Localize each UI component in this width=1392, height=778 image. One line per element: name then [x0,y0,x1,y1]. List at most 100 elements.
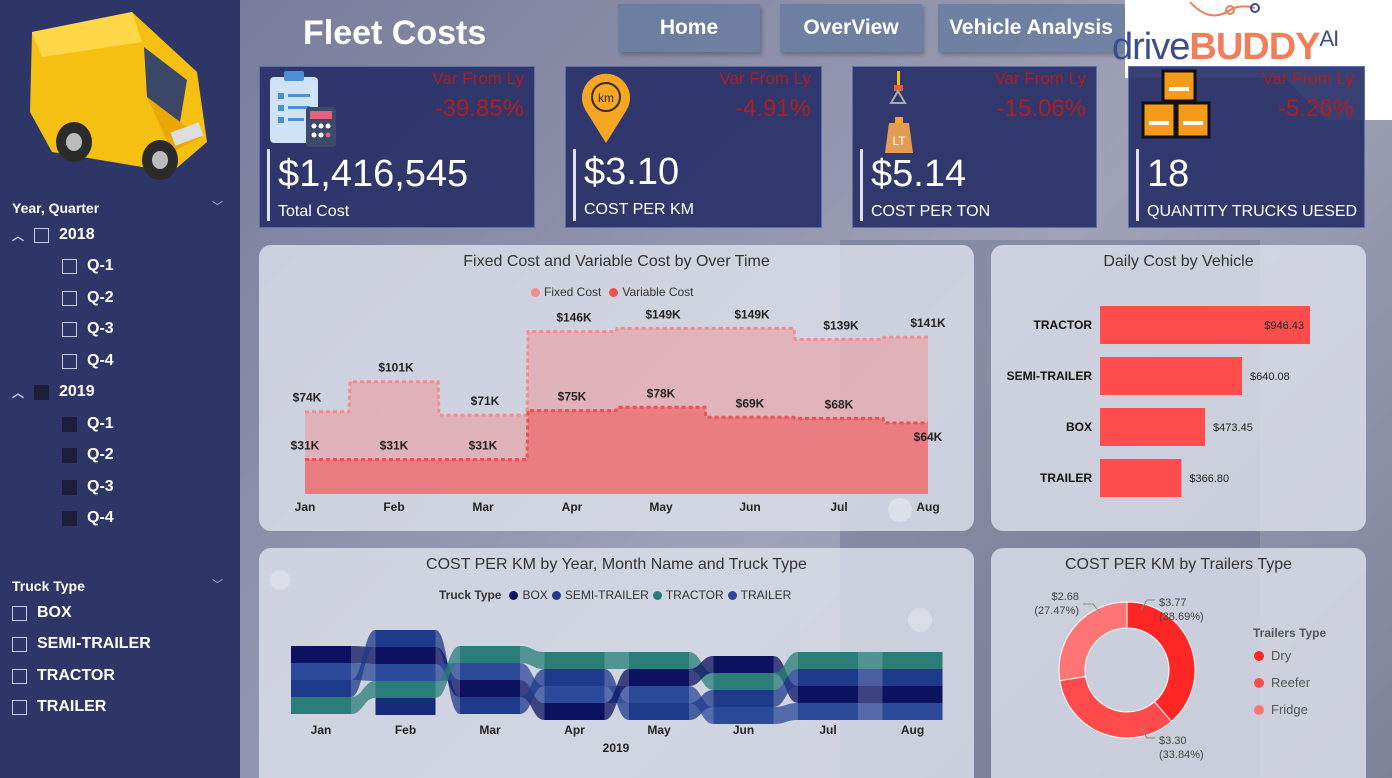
ribbon-segment[interactable] [291,697,351,714]
slicer-2019-q3[interactable]: Q-3 [62,474,114,500]
checkbox[interactable] [62,290,77,306]
ribbon-segment[interactable] [798,652,858,669]
ribbon-segment[interactable] [291,680,351,697]
cost-per-km-trailers-panel[interactable]: COST PER KM by Trailers Type $3.77 (38.69… [991,548,1366,778]
slicer-truck-semi-trailer[interactable]: SEMI-TRAILER [12,631,151,657]
checkbox[interactable] [62,353,77,369]
donut-slice-fridge[interactable] [1058,601,1128,682]
slicer-2018-q3[interactable]: Q-3 [62,316,114,342]
slicer-truck-box[interactable]: BOX [12,600,72,626]
slicer-truck-trailer[interactable]: TRAILER [12,694,106,720]
checkbox[interactable] [62,416,77,432]
checkbox[interactable] [12,636,27,652]
ribbon-segment[interactable] [882,703,943,720]
checkbox[interactable] [62,321,77,337]
var-value: -15.06% [996,95,1086,122]
slicer-truck-tractor[interactable]: TRACTOR [12,663,115,689]
slicer-2019-q1[interactable]: Q-1 [62,411,114,437]
fixed-variable-cost-panel[interactable]: Fixed Cost and Variable Cost by Over Tim… [259,245,974,531]
ribbon-segment[interactable] [544,703,605,720]
kpi-total-cost-card: Var From Ly -39.85% $1,416,545 Total Cos… [259,66,535,228]
legend-dot [652,590,662,600]
ribbon-segment[interactable] [629,686,689,703]
ribbon-segment[interactable] [798,686,858,703]
checkbox[interactable] [62,447,77,463]
checkbox[interactable] [12,699,27,715]
bar[interactable] [1100,306,1310,344]
checkbox[interactable] [62,510,77,526]
ribbon-segment[interactable] [375,698,436,715]
chevron-up-icon[interactable]: ︿ [12,385,25,400]
chevron-down-icon[interactable]: ﹀ [212,578,223,591]
ribbon-segment[interactable] [713,690,774,707]
ribbon-segment[interactable] [544,686,605,703]
ribbon [773,652,798,690]
data-label: $146K [556,311,592,325]
x-tick-label: Apr [564,723,585,737]
var-label: Var From Ly [719,69,811,88]
chevron-down-icon[interactable]: ﹀ [212,200,223,213]
bar[interactable] [1100,459,1182,497]
slicer-2019-q2[interactable]: Q-2 [62,442,114,468]
x-tick-label: May [647,723,671,737]
slicer-2019-q4[interactable]: Q-4 [62,505,114,531]
ribbon-segment[interactable] [882,652,943,669]
ribbon-segment[interactable] [544,652,605,669]
slicer-year-2018[interactable]: ︿ 2018 [12,222,95,248]
slicer-year-2019[interactable]: ︿ 2019 [12,379,95,405]
ribbon-segment[interactable] [460,697,520,714]
ribbon-segment[interactable] [460,680,520,697]
ribbon-segment[interactable] [713,707,774,724]
ribbon-segment[interactable] [291,646,351,663]
truck-type-slicer-title: Truck Type [12,578,85,594]
ribbon-segment[interactable] [882,686,943,703]
checkbox[interactable] [62,258,77,274]
data-label: $31K [291,439,320,453]
nav-overview-button[interactable]: OverView [780,4,922,52]
legend-dot [1254,678,1264,688]
nav-vehicle-analysis-button[interactable]: Vehicle Analysis [938,4,1124,52]
ribbon-segment[interactable] [798,703,858,720]
x-tick-label: Jan [295,500,316,514]
ribbon-segment[interactable] [629,652,689,669]
slicer-2018-q1[interactable]: Q-1 [62,253,114,279]
checkbox[interactable] [12,668,27,684]
ribbon-segment[interactable] [629,669,689,686]
ribbon-segment[interactable] [375,647,436,664]
checkbox-2018[interactable] [34,227,49,243]
ribbon-segment[interactable] [882,669,943,686]
ribbon-segment[interactable] [375,681,436,698]
bar[interactable] [1100,408,1206,446]
legend-label: Dry [1271,648,1292,663]
ribbon-segment[interactable] [544,669,605,686]
ribbon-segment[interactable] [460,663,520,680]
chevron-up-icon[interactable]: ︿ [12,228,25,243]
ribbon-segment[interactable] [291,663,351,680]
cost-per-km-donut-chart: $3.77 (38.69%) $3.30 (33.84%) $2.68 (27.47%) T… [1034,591,1326,761]
donut-slice-reefer[interactable] [1059,675,1173,739]
ribbon-segment[interactable] [375,630,436,647]
ribbon-segment[interactable] [460,646,520,663]
checkbox[interactable] [62,479,77,495]
ribbon-segment[interactable] [798,669,858,686]
ribbon-segment[interactable] [713,656,774,673]
donut-slice-dry[interactable] [1126,601,1196,723]
ribbon-segment[interactable] [375,664,436,681]
slicer-2018-q2[interactable]: Q-2 [62,285,114,311]
data-label: $640.08 [1250,371,1290,383]
data-label: $946.43 [1264,320,1304,332]
slicer-2018-q4[interactable]: Q-4 [62,348,114,374]
kpi-cost-per-km-card: km Var From Ly -4.91% $3.10 COST PER KM [565,66,822,228]
ribbon-segment[interactable] [629,703,689,720]
var-value: -5.26% [1277,95,1354,122]
cost-per-km-truck-panel[interactable]: COST PER KM by Year, Month Name and Truc… [259,548,974,778]
y-tick-label: SEMI-TRAILER [1007,369,1093,383]
nav-home-button[interactable]: Home [618,4,760,52]
bar[interactable] [1100,357,1243,395]
data-label: $141K [910,316,946,330]
checkbox-2019[interactable] [34,384,49,400]
daily-cost-vehicle-panel[interactable]: Daily Cost by Vehicle TRACTOR $946.43 SEMI… [991,245,1366,531]
checkbox[interactable] [12,605,27,621]
ribbon-segment[interactable] [713,673,774,690]
svg-text:LT: LT [892,134,906,148]
